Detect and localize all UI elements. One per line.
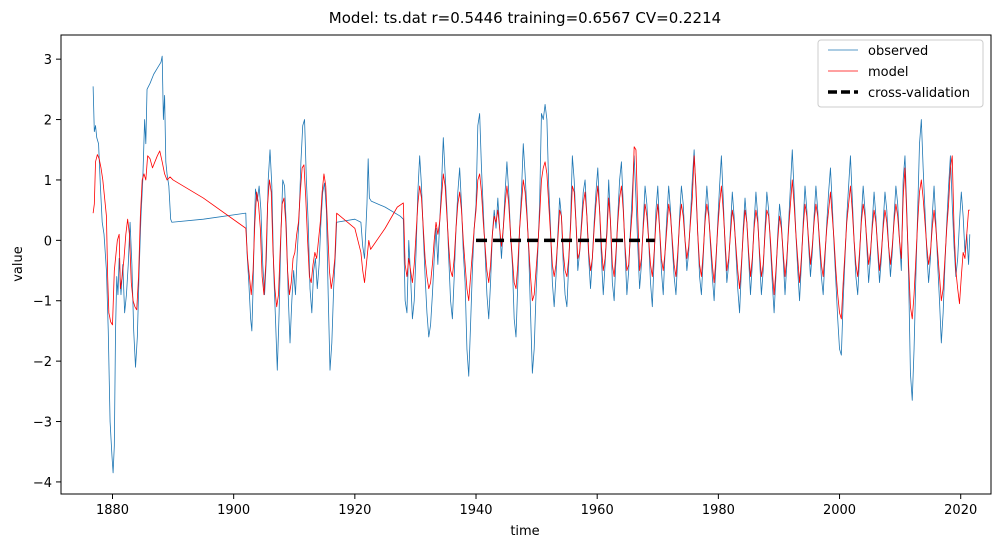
y-tick-label: 0 [44,234,52,249]
series-line-model [92,146,970,326]
legend-box [817,39,984,108]
x-tick-label: 1980 [702,503,735,518]
legend-label-observed: observed [868,44,928,59]
y-tick-label: 1 [44,174,52,189]
y-tick-label: −4 [33,476,52,491]
x-axis-title: time [510,524,539,539]
x-tick-label: 1920 [338,503,371,518]
legend-label-model: model [868,65,908,80]
y-tick-label: −1 [33,295,52,310]
x-tick-label: 2020 [944,503,977,518]
legend: observed model cross-validation [817,39,984,108]
x-tick-label: 2000 [823,503,856,518]
y-tick-label: −3 [33,416,52,431]
plot-frame [60,34,992,495]
y-axis-title: value [11,246,26,282]
x-tick-label: 1940 [459,503,492,518]
series-layer [92,55,971,474]
y-tick-label: 2 [44,114,52,129]
y-tick-label: 3 [44,53,52,68]
plot-area [60,34,992,495]
x-tick-label: 1960 [581,503,614,518]
x-tick-label: 1880 [96,503,129,518]
x-axis: 1880 1900 1920 1940 1960 1980 2000 2020 [96,494,977,518]
chart-title: Model: ts.dat r=0.5446 training=0.6567 C… [329,9,721,27]
legend-entries: observed model cross-validation [828,44,970,101]
legend-label-cross-validation: cross-validation [868,86,970,101]
y-axis: −4 −3 −2 −1 0 1 2 3 [33,53,61,491]
y-tick-label: −2 [33,355,52,370]
x-tick-label: 1900 [217,503,250,518]
